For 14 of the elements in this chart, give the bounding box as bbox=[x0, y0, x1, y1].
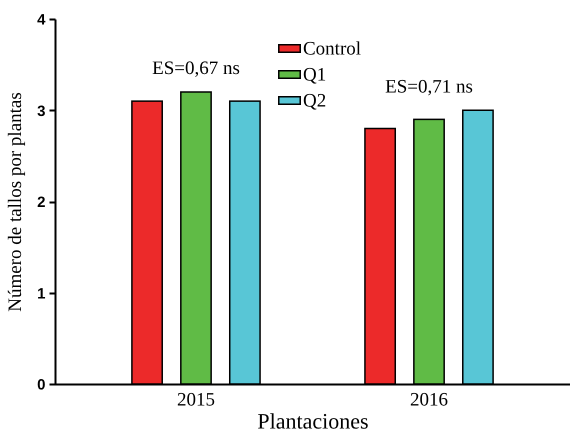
annotation: ES=0,71 ns bbox=[385, 76, 473, 98]
annotation: ES=0,67 ns bbox=[152, 58, 240, 79]
legend-label: Q1 bbox=[303, 64, 326, 86]
y-tick-label: 4 bbox=[37, 12, 46, 28]
y-tick-label: 3 bbox=[37, 102, 46, 120]
legend-label: Q2 bbox=[303, 90, 326, 112]
y-axis-title: Número de tallos por plantas bbox=[5, 92, 26, 312]
y-tick-label: 0 bbox=[37, 376, 46, 394]
legend-label: Control bbox=[303, 38, 362, 60]
x-axis-title: Plantaciones bbox=[257, 408, 369, 434]
x-tick-label: 2016 bbox=[410, 390, 448, 410]
x-tick-label: 2015 bbox=[176, 390, 215, 410]
y-tick-label: 2 bbox=[37, 194, 46, 211]
y-tick-label: 1 bbox=[37, 285, 46, 302]
